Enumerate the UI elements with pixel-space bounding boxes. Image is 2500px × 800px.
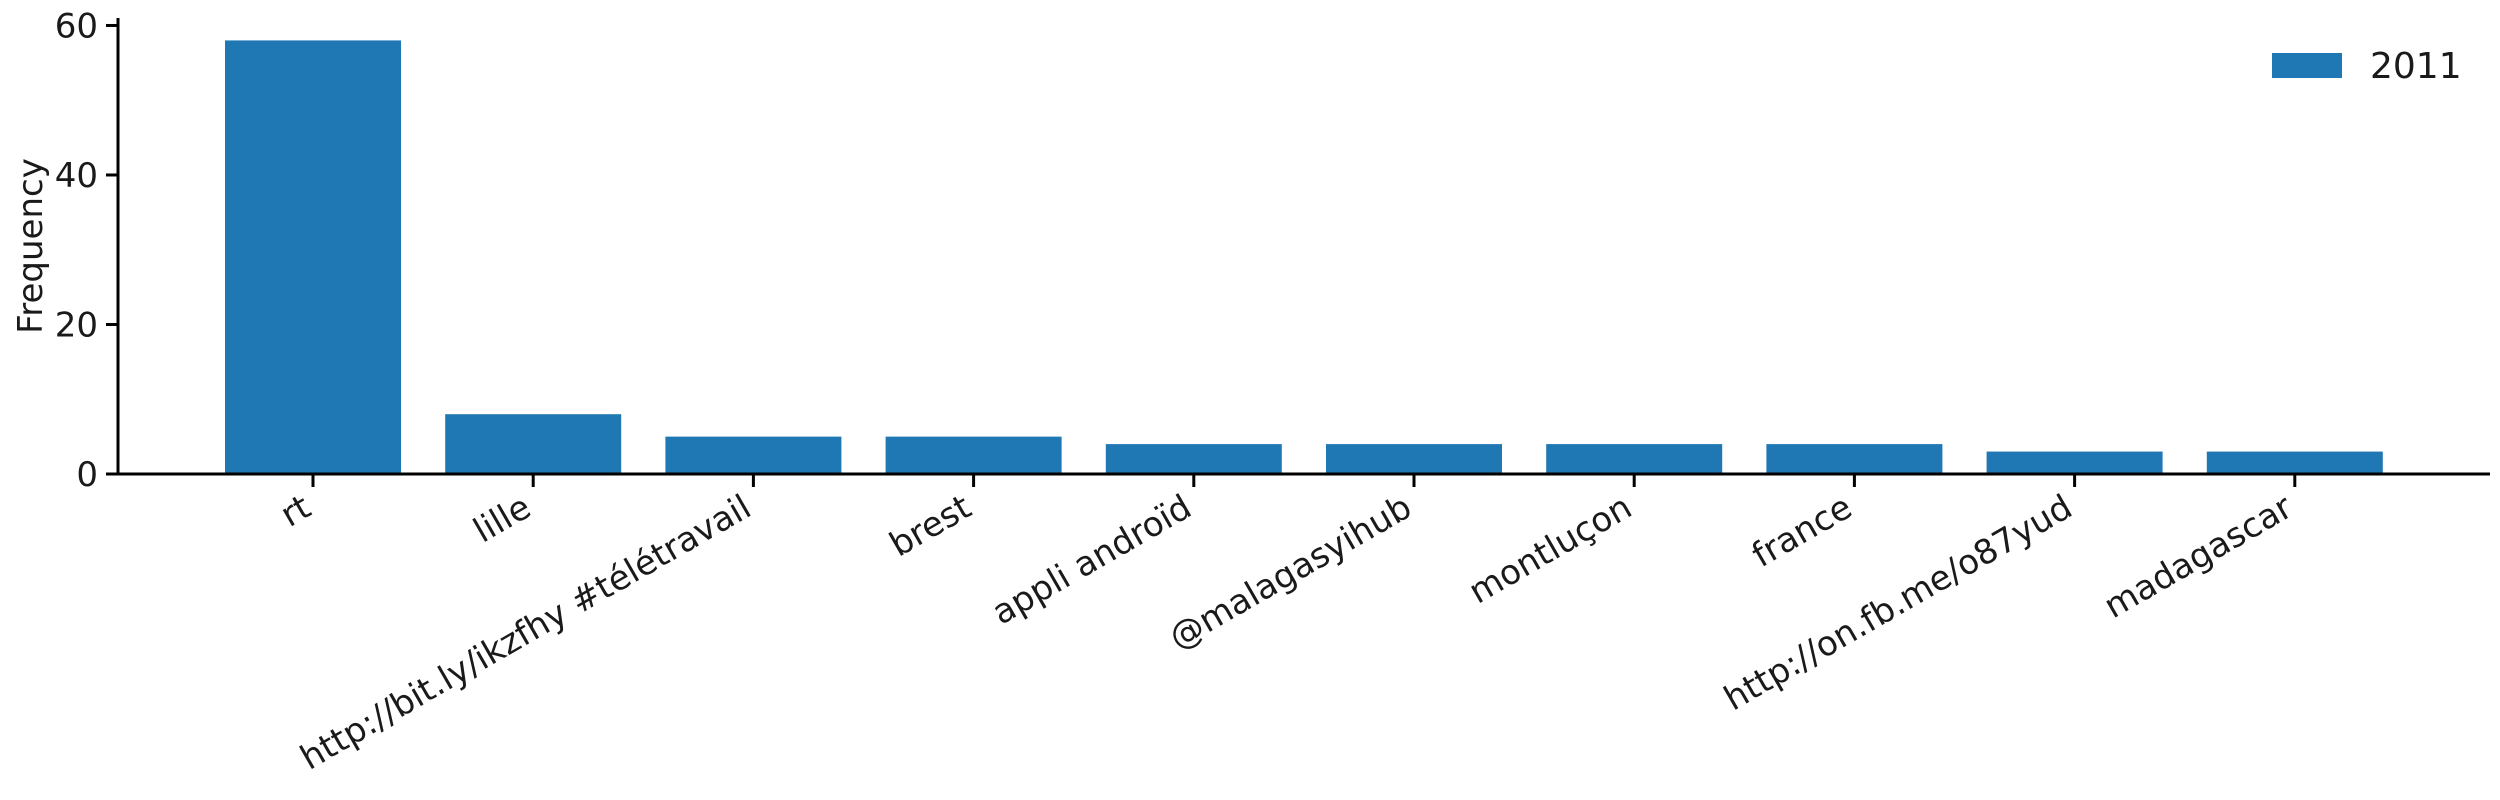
- y-axis-label: Frequency: [11, 158, 51, 334]
- bar-2: [445, 414, 622, 474]
- x-tick-label: appli androïd: [985, 487, 1198, 633]
- bar-1: [225, 40, 401, 474]
- x-tick-label: rt: [274, 487, 318, 535]
- x-tick-label: madagascar: [2097, 487, 2299, 627]
- bar-5: [1105, 444, 1282, 474]
- x-tick-label: lille: [467, 487, 538, 551]
- bar-8: [1766, 444, 1943, 474]
- bar-3: [665, 436, 842, 474]
- bar-4: [885, 436, 1062, 474]
- y-tick-label: 60: [55, 6, 98, 46]
- x-tick-label: montluçon: [1462, 487, 1639, 612]
- x-tick-label: brest: [883, 487, 978, 565]
- y-tick-label: 20: [55, 305, 98, 345]
- bar-7: [1546, 444, 1723, 474]
- axes-group: [116, 18, 2490, 476]
- legend-swatch-2011: [2272, 53, 2342, 78]
- x-tick-label: http://on.fb.me/o87yud: [1717, 487, 2079, 719]
- y-ticks-group: 0 20 40 60: [55, 6, 118, 495]
- bars-group: [225, 40, 2383, 474]
- legend-label-2011: 2011: [2370, 46, 2462, 87]
- bar-9: [1986, 451, 2163, 474]
- legend: 2011: [2272, 46, 2462, 87]
- x-tick-label: france: [1745, 487, 1858, 576]
- y-tick-label: 0: [76, 455, 98, 495]
- x-tick-label: http://bit.ly/ikzfhy #télétravail: [294, 487, 758, 778]
- x-tick-label: @malagasyihub: [1162, 487, 1418, 658]
- bar-10: [2206, 451, 2383, 474]
- y-tick-label: 40: [55, 156, 98, 196]
- bar-6: [1326, 444, 1502, 474]
